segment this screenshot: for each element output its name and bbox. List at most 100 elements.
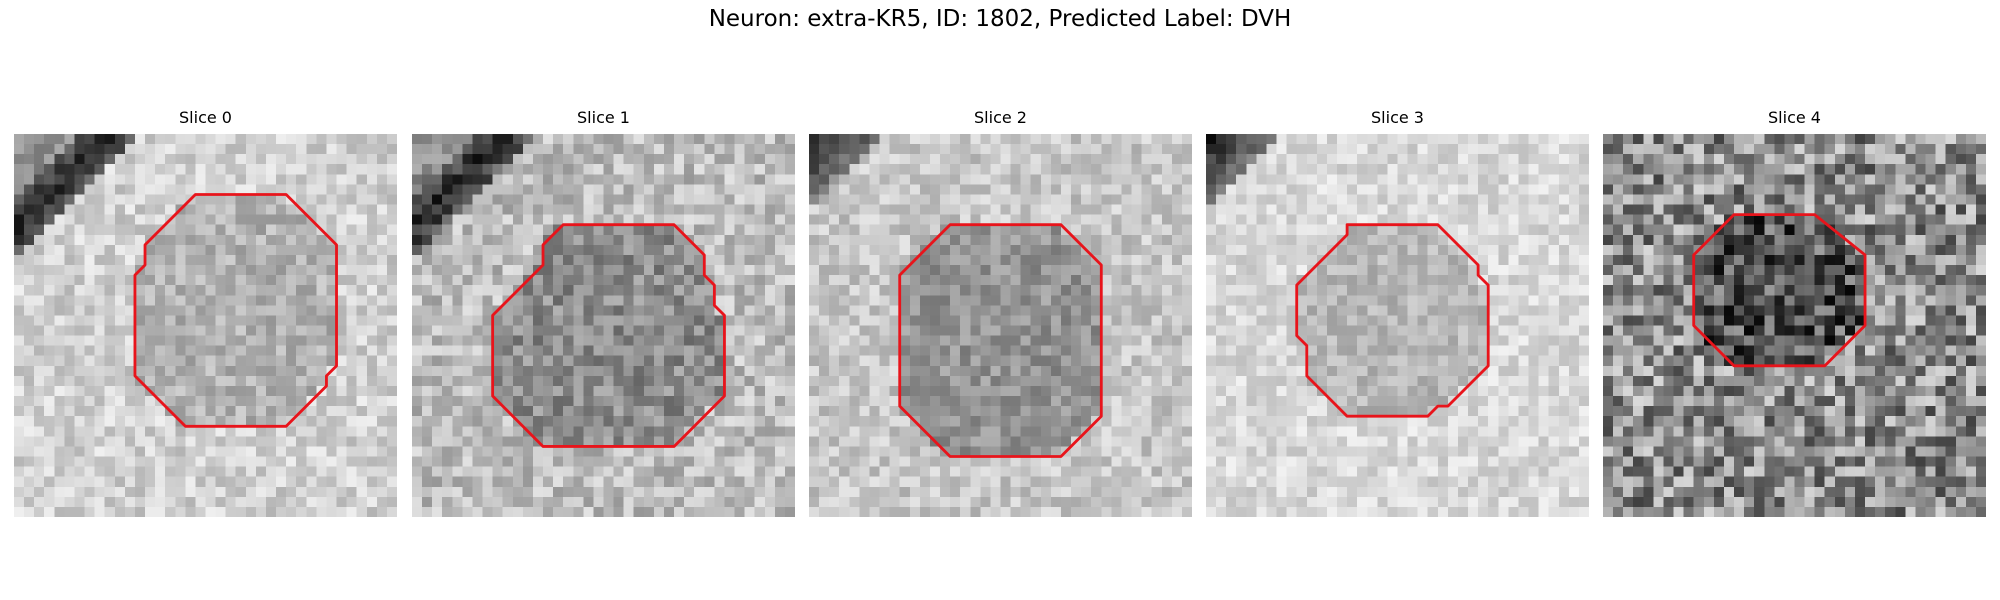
pixel [472,234,483,246]
pixel [482,335,493,346]
pixel [1050,355,1062,367]
pixel [1121,506,1132,517]
pixel [1578,174,1589,185]
pixel [54,416,65,427]
pixel [694,385,705,397]
pixel [512,466,524,477]
pixel [643,154,655,165]
pixel [1447,154,1459,165]
pixel [114,224,126,235]
pixel [1081,134,1092,145]
pixel [44,476,55,487]
pixel [205,375,216,387]
pixel [724,365,735,377]
pixel [1498,254,1509,266]
pixel [553,385,564,397]
pixel [1121,194,1132,205]
pixel [543,375,554,387]
pixel [1101,184,1112,195]
pixel [980,275,991,286]
pixel [704,355,715,367]
pixel [134,244,146,256]
pixel [980,345,991,356]
pixel [14,144,25,155]
pixel [714,385,725,397]
pixel [1518,224,1529,235]
pixel [1276,184,1287,195]
pixel [970,426,981,437]
pixel [653,285,665,296]
pixel [386,385,397,397]
pixel [1040,214,1052,225]
pixel [1437,275,1449,286]
pixel [1457,154,1469,165]
pixel [583,355,594,367]
pixel [1181,365,1192,377]
pixel [255,426,267,437]
pixel [819,446,830,457]
pixel [482,466,493,477]
pixel [1000,396,1011,407]
pixel [124,204,136,215]
pixel [1060,134,1072,145]
pixel [54,406,65,417]
pixel [784,144,795,155]
pixel [724,416,735,427]
pixel [442,194,453,205]
pixel [724,265,735,276]
pixel [1161,375,1173,387]
pixel [386,426,397,437]
pixel [1326,154,1338,165]
pixel [316,164,327,175]
pixel [929,184,941,195]
pixel [1367,164,1378,175]
pixel [929,396,941,407]
pixel [356,265,367,276]
pixel [633,144,645,155]
pixel [386,194,397,205]
pixel [1151,204,1162,215]
pixel [734,134,745,145]
pixel [714,365,725,377]
pixel [326,224,337,235]
pixel [970,436,981,447]
pixel [684,295,695,306]
pixel [553,275,564,286]
pixel [694,154,705,165]
pixel [583,315,594,326]
pixel [593,164,604,175]
pixel [432,134,443,145]
pixel [124,134,136,145]
pixel [1316,194,1328,205]
pixel [684,406,695,417]
pixel [754,416,765,427]
pixel [512,315,524,326]
pixel [1081,466,1092,477]
pixel [1000,315,1011,326]
pixel [54,345,65,356]
pixel [1286,244,1297,256]
pixel [1091,134,1102,145]
pixel [573,164,584,175]
pixel [839,416,850,427]
pixel [532,184,544,195]
pixel [1286,285,1297,296]
pixel [734,275,745,286]
pixel [940,385,951,397]
pixel [1141,506,1152,517]
pixel [1121,385,1132,397]
pixel [1040,254,1052,266]
pixel [1256,275,1267,286]
pixel [633,204,645,215]
pixel [919,365,931,377]
pixel [909,486,921,498]
pixel [1216,244,1227,256]
pixel [165,305,176,316]
pixel [633,466,645,477]
pixel [1050,234,1062,246]
pixel [1121,174,1132,185]
pixel [1387,275,1398,286]
pixel [940,476,951,487]
pixel [990,275,1001,286]
pixel [563,224,574,235]
